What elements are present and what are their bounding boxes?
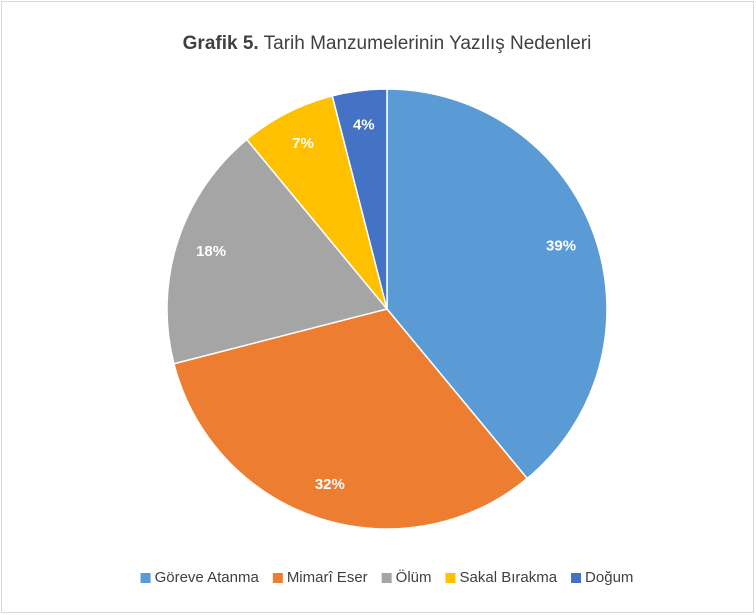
pie-slice bbox=[172, 308, 529, 530]
legend-label: Ölüm bbox=[396, 568, 432, 586]
data-label: 7% bbox=[292, 135, 314, 152]
pie-slice bbox=[331, 88, 388, 310]
legend-swatch bbox=[381, 573, 392, 583]
legend-swatch bbox=[140, 573, 151, 583]
legend-swatch bbox=[272, 573, 283, 583]
legend-label: Sakal Bırakma bbox=[460, 569, 558, 586]
pie-slice bbox=[166, 138, 389, 365]
legend-label: Doğum bbox=[585, 569, 633, 586]
title-prefix: Grafik 5. bbox=[183, 33, 259, 54]
data-label: 32% bbox=[315, 476, 345, 493]
legend-label: Göreve Atanma bbox=[155, 569, 260, 586]
legend-swatch bbox=[571, 573, 582, 583]
data-label: 39% bbox=[546, 237, 576, 254]
legend-label: Mimarî Eser bbox=[287, 569, 368, 586]
chart-title: Grafik 5. Tarih Manzumelerinin Yazılış N… bbox=[183, 33, 592, 54]
data-label: 4% bbox=[353, 116, 375, 133]
title-text: Tarih Manzumelerinin Yazılış Nedenleri bbox=[264, 33, 592, 54]
legend-swatch bbox=[445, 573, 456, 583]
pie-slice bbox=[386, 88, 608, 480]
data-label: 18% bbox=[196, 243, 226, 260]
